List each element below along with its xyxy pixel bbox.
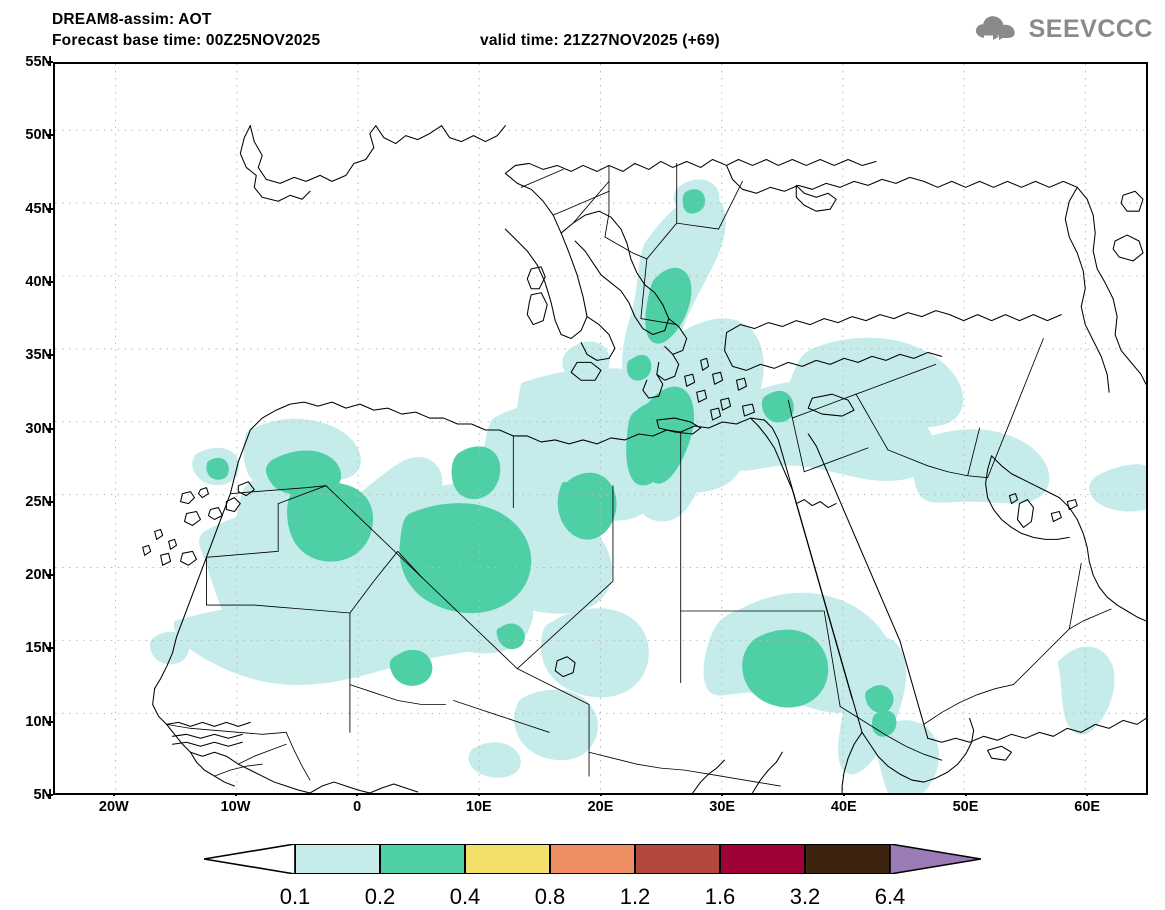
colorbar-segment [550, 844, 635, 874]
x-axis-label: 20E [587, 799, 614, 815]
colorbar-tick-label: 3.2 [789, 884, 821, 909]
colorbar-segment [635, 844, 720, 874]
colorbar-tick-label: 0.8 [534, 884, 566, 909]
forecast-map [53, 62, 1148, 795]
colorbar-tick-label: 0.1 [279, 884, 311, 909]
y-axis-tick [46, 207, 53, 210]
cloud-arrow-icon [975, 16, 1015, 40]
header: DREAM8-assim: AOT Forecast base time: 00… [0, 0, 1165, 58]
forecast-valid-time: valid time: 21Z27NOV2025 (+69) [480, 32, 720, 49]
y-axis-label: 50N [25, 127, 52, 144]
y-axis-label: 30N [25, 420, 52, 437]
x-axis-label: 40E [830, 799, 857, 815]
y-axis-label: 5N [33, 787, 52, 803]
y-axis-tick [46, 354, 53, 357]
colorbar-segment [465, 844, 550, 874]
y-axis-label: 40N [25, 273, 52, 290]
y-axis-label: 55N [25, 54, 52, 70]
x-axis-label: 30E [709, 799, 736, 815]
y-axis-tick [46, 794, 53, 796]
y-axis-tick [46, 61, 53, 63]
seevccc-logo: SEEVCCC [973, 12, 1153, 46]
y-axis-label: 45N [25, 200, 52, 217]
x-axis-label: 0 [353, 799, 362, 815]
y-axis-label: 25N [25, 493, 52, 510]
x-axis-label: 20W [98, 799, 129, 815]
colorbar-tick-label: 0.4 [449, 884, 481, 909]
map-gridlines [55, 64, 1146, 793]
y-axis-tick [46, 280, 53, 283]
colorbar-tick-label: 1.6 [704, 884, 736, 909]
x-axis-label: 50E [952, 799, 979, 815]
colorbar-tick-label: 0.2 [364, 884, 396, 909]
x-axis-label: 60E [1074, 799, 1101, 815]
y-axis-tick [46, 574, 53, 577]
colorbar-over-cap [889, 843, 982, 875]
y-axis-tick [46, 500, 53, 503]
colorbar-under-cap [203, 843, 296, 875]
colorbar-segment [295, 844, 380, 874]
y-axis-tick [46, 134, 53, 137]
y-axis-tick [46, 427, 53, 430]
colorbar-segment [380, 844, 465, 874]
x-axis-label: 10W [220, 799, 251, 815]
aot-contour-0p2 [206, 189, 897, 737]
forecast-base-time: Forecast base time: 00Z25NOV2025 [52, 32, 321, 49]
colorbar-tick-label: 1.2 [619, 884, 651, 909]
y-axis-label: 20N [25, 567, 52, 584]
page-title: DREAM8-assim: AOT [52, 11, 212, 28]
y-axis-label: 10N [25, 713, 52, 730]
map-geography [142, 125, 1146, 793]
colorbar-segment [805, 844, 890, 874]
map-canvas [55, 64, 1146, 793]
colorbar-tick-label: 6.4 [874, 884, 906, 909]
colorbar-segment [720, 844, 805, 874]
y-axis-tick [46, 647, 53, 650]
y-axis-label: 35N [25, 347, 52, 364]
logo-text: SEEVCCC [1028, 14, 1153, 43]
colorbar-track: 0.1 0.2 0.4 0.8 1.2 1.6 3.2 6.4 [203, 843, 982, 909]
colorbar: 0.1 0.2 0.4 0.8 1.2 1.6 3.2 6.4 [0, 838, 1165, 909]
x-axis-label: 10E [465, 799, 492, 815]
y-axis-label: 15N [25, 640, 52, 657]
y-axis-tick [46, 720, 53, 723]
